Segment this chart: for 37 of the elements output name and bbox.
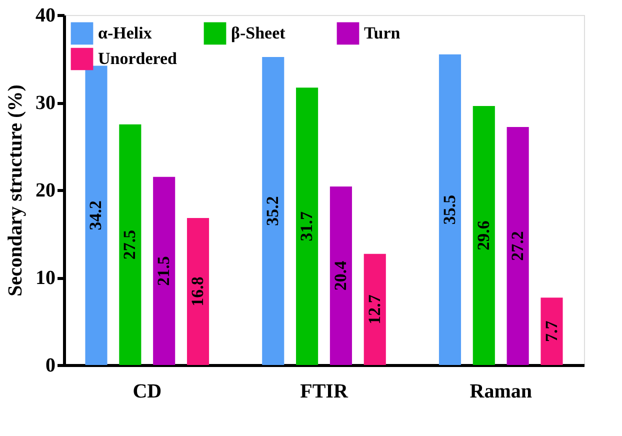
bar — [540, 298, 563, 365]
y-tick-label: 20 — [36, 180, 56, 202]
data-label: 35.2 — [263, 196, 282, 226]
data-label: 21.5 — [154, 256, 174, 286]
data-label: 31.7 — [297, 210, 316, 242]
legend-label: Unordered — [98, 49, 178, 68]
y-tick-label: 40 — [36, 4, 56, 26]
y-tick-label: 0 — [46, 354, 56, 376]
y-tick-label: 30 — [36, 92, 56, 114]
bar — [364, 254, 386, 365]
data-label: 35.5 — [440, 194, 459, 225]
bar — [186, 218, 210, 365]
bar — [119, 124, 142, 365]
data-label: 12.7 — [364, 294, 384, 324]
x-tick-label: CD — [132, 380, 162, 402]
bar — [85, 66, 108, 365]
x-tick-label: FTIR — [300, 380, 348, 402]
bar — [153, 176, 176, 365]
bar — [506, 127, 529, 365]
data-label: 16.8 — [188, 276, 208, 306]
y-tick-label: 10 — [36, 267, 56, 289]
data-label: 34.2 — [86, 200, 106, 230]
data-label: 27.5 — [120, 230, 140, 260]
data-label: 29.6 — [474, 220, 493, 250]
data-label: 7.7 — [542, 320, 561, 342]
legend-label: α-Helix — [98, 23, 152, 42]
bar — [296, 88, 318, 365]
data-label: 27.2 — [508, 231, 527, 261]
bar — [438, 54, 462, 365]
bar — [262, 57, 284, 365]
y-axis-title: Secondary structure (%) — [4, 84, 26, 296]
bar — [472, 106, 495, 365]
bar — [330, 186, 352, 365]
x-tick-label: Raman — [470, 380, 532, 402]
data-label: 20.4 — [330, 260, 350, 291]
legend-label: β-Sheet — [231, 23, 286, 42]
legend-label: Turn — [364, 23, 401, 42]
